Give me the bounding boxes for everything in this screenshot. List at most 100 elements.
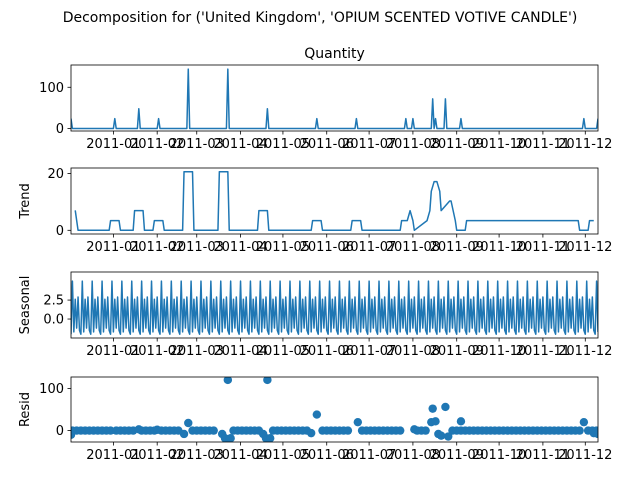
observed-xtick-label: 2011-02	[130, 137, 184, 152]
seasonal-ytick-label: 0.0	[43, 313, 64, 328]
panel-resid: 01002011-012011-022011-032011-042011-052…	[18, 376, 612, 463]
seasonal-xtick-label: 2011-10	[472, 344, 526, 359]
resid-point	[428, 404, 437, 413]
resid-point	[593, 429, 598, 439]
resid-ytick-label: 100	[39, 382, 64, 397]
observed-series-line	[71, 68, 598, 130]
seasonal-xtick-label: 2011-04	[213, 344, 267, 359]
seasonal-xtick-label: 2011-09	[430, 344, 484, 359]
observed-xtick-label: 2011-04	[213, 137, 267, 152]
resid-xtick-label: 2011-07	[342, 448, 396, 463]
trend-xtick-label: 2011-12	[558, 240, 612, 255]
observed-xtick-label: 2011-09	[430, 137, 484, 152]
observed-xtick-label: 2011-05	[256, 137, 310, 152]
resid-point	[312, 410, 322, 419]
observed-xtick-label: 2011-01	[86, 137, 140, 152]
resid-xtick-label: 2011-04	[213, 448, 267, 463]
resid-xtick-label: 2011-08	[386, 448, 440, 463]
panel-seasonal: 0.02.52011-012011-022011-032011-042011-0…	[18, 271, 612, 359]
seasonal-ytick-label: 2.5	[43, 294, 64, 309]
resid-xtick-label: 2011-10	[472, 448, 526, 463]
trend-xtick-label: 2011-11	[516, 240, 570, 255]
resid-axes-frame	[70, 376, 599, 443]
figure-suptitle: Decomposition for ('United Kingdom', 'OP…	[63, 10, 578, 26]
trend-xtick-label: 2011-10	[472, 240, 526, 255]
resid-ytick-label: 0	[56, 424, 64, 439]
trend-xtick-label: 2011-07	[342, 240, 396, 255]
panels-group: 01002011-012011-022011-032011-042011-052…	[18, 46, 612, 463]
resid-xtick-label: 2011-01	[86, 448, 140, 463]
seasonal-ylabel: Seasonal	[18, 276, 33, 335]
resid-ylabel: Resid	[18, 392, 33, 427]
trend-xtick-label: 2011-04	[213, 240, 267, 255]
resid-xtick-label: 2011-02	[130, 448, 184, 463]
seasonal-xtick-label: 2011-11	[516, 344, 570, 359]
trend-xtick-label: 2011-05	[256, 240, 310, 255]
trend-xtick-label: 2011-03	[170, 240, 224, 255]
seasonal-xtick-label: 2011-08	[386, 344, 440, 359]
resid-point	[575, 426, 584, 435]
resid-xtick-label: 2011-11	[516, 448, 570, 463]
seasonal-xtick-label: 2011-02	[130, 344, 184, 359]
seasonal-xtick-label: 2011-05	[256, 344, 310, 359]
resid-point	[441, 402, 450, 412]
trend-ylabel: Trend	[18, 183, 33, 220]
trend-xtick-label: 2011-01	[86, 240, 140, 255]
resid-point	[431, 417, 440, 426]
observed-xtick-label: 2011-11	[516, 137, 570, 152]
resid-point	[179, 429, 189, 439]
resid-point	[263, 377, 272, 385]
trend-ytick-label: 0	[56, 224, 64, 239]
observed-xtick-label: 2011-03	[170, 137, 224, 152]
resid-xtick-label: 2011-12	[558, 448, 612, 463]
resid-point	[579, 417, 589, 427]
resid-point	[226, 434, 235, 442]
resid-point	[266, 434, 275, 442]
resid-point	[456, 417, 466, 426]
trend-xtick-label: 2011-06	[300, 240, 354, 255]
trend-series-line	[74, 170, 594, 232]
trend-xtick-label: 2011-08	[386, 240, 440, 255]
resid-point	[71, 430, 76, 440]
trend-axes-frame	[70, 167, 599, 235]
resid-point	[184, 418, 193, 428]
observed-xtick-label: 2011-07	[342, 137, 396, 152]
resid-point	[223, 377, 233, 385]
seasonal-axes-frame	[70, 271, 599, 339]
resid-point	[306, 428, 316, 438]
observed-ytick-label: 100	[39, 81, 64, 96]
resid-point	[152, 425, 162, 434]
resid-point	[436, 431, 446, 440]
resid-point	[343, 426, 353, 435]
resid-xtick-label: 2011-03	[170, 448, 224, 463]
observed-axes-frame	[70, 64, 599, 132]
resid-xtick-label: 2011-09	[430, 448, 484, 463]
observed-xtick-label: 2011-12	[558, 137, 612, 152]
trend-xtick-label: 2011-02	[130, 240, 184, 255]
seasonal-xtick-label: 2011-12	[558, 344, 612, 359]
resid-xtick-label: 2011-05	[256, 448, 310, 463]
seasonal-xtick-label: 2011-03	[170, 344, 224, 359]
resid-point	[410, 425, 419, 434]
panel-observed: 01002011-012011-022011-032011-042011-052…	[39, 46, 612, 152]
seasonal-xtick-label: 2011-06	[300, 344, 354, 359]
resid-point	[421, 426, 430, 435]
observed-xtick-label: 2011-10	[472, 137, 526, 152]
seasonal-xtick-label: 2011-07	[342, 344, 396, 359]
trend-xtick-label: 2011-09	[430, 240, 484, 255]
trend-ytick-label: 20	[47, 167, 64, 182]
panel-trend: 0202011-012011-022011-032011-042011-0520…	[18, 167, 612, 255]
observed-xtick-label: 2011-08	[386, 137, 440, 152]
observed-xtick-label: 2011-06	[300, 137, 354, 152]
observed-ytick-label: 0	[56, 122, 64, 137]
resid-point	[209, 426, 218, 435]
resid-point	[395, 426, 405, 435]
resid-point	[353, 417, 363, 427]
resid-point	[444, 432, 453, 441]
seasonal-series-line	[71, 280, 598, 335]
resid-xtick-label: 2011-06	[300, 448, 354, 463]
seasonal-xtick-label: 2011-01	[86, 344, 140, 359]
resid-point	[134, 425, 144, 434]
observed-panel-title: Quantity	[304, 46, 365, 62]
